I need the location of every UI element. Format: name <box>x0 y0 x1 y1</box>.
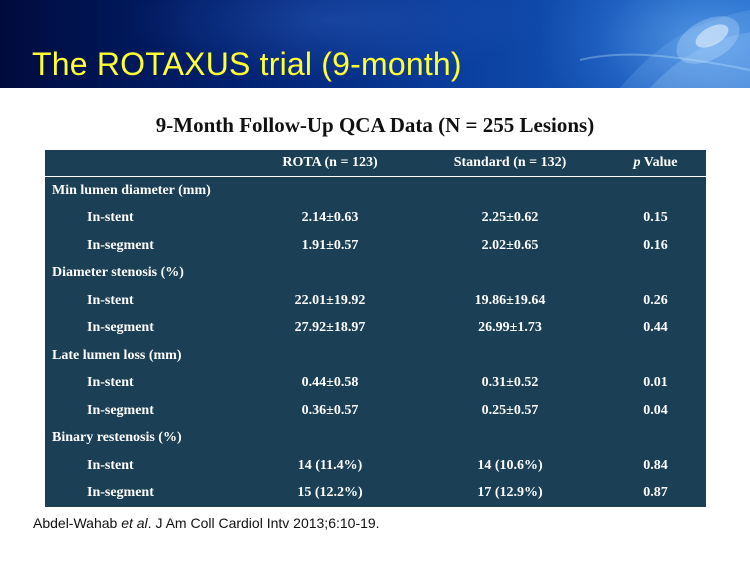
header-rota: ROTA (n = 123) <box>245 150 415 177</box>
header-p-rest: Value <box>640 155 678 170</box>
table-row: In-segment 0.36±0.57 0.25±0.57 0.04 <box>45 397 706 424</box>
group-row: Diameter stenosis (%) <box>45 259 706 286</box>
group-label: Min lumen diameter (mm) <box>52 182 211 198</box>
table-row: In-stent 22.01±19.92 19.86±19.64 0.26 <box>45 287 706 314</box>
header-label <box>45 150 245 177</box>
table-row: In-segment 15 (12.2%) 17 (12.9%) 0.87 <box>45 479 706 507</box>
table-row: In-stent 0.44±0.58 0.31±0.52 0.01 <box>45 369 706 396</box>
citation-etal: et al <box>121 515 148 531</box>
p-value: 0.01 <box>643 375 668 391</box>
row-label: In-segment <box>87 485 154 501</box>
row-label: In-stent <box>87 292 134 308</box>
rota-value: 27.92±18.97 <box>294 320 366 336</box>
p-value: 0.44 <box>643 320 668 336</box>
slide-title: The ROTAXUS trial (9-month) <box>32 46 462 82</box>
row-label: In-stent <box>87 457 134 473</box>
qca-data-table: ROTA (n = 123) Standard (n = 132) p Valu… <box>45 150 706 507</box>
row-label: In-stent <box>87 375 134 391</box>
row-label: In-stent <box>87 210 134 226</box>
header-p-value: p Value <box>605 150 706 177</box>
header-p-italic: p <box>633 155 641 170</box>
table-row: In-segment 1.91±0.57 2.02±0.65 0.16 <box>45 232 706 259</box>
group-row: Binary restenosis (%) <box>45 424 706 451</box>
standard-value: 0.31±0.52 <box>481 375 539 391</box>
row-label: In-segment <box>87 320 154 336</box>
rota-value: 2.14±0.63 <box>301 210 359 226</box>
rota-value: 1.91±0.57 <box>301 237 359 253</box>
p-value: 0.04 <box>643 402 668 418</box>
group-row: Min lumen diameter (mm) <box>45 177 706 205</box>
header-standard: Standard (n = 132) <box>415 150 605 177</box>
table-row: In-stent 14 (11.4%) 14 (10.6%) 0.84 <box>45 452 706 479</box>
p-value: 0.15 <box>643 210 668 226</box>
standard-value: 2.25±0.62 <box>481 210 539 226</box>
rota-value: 14 (11.4%) <box>297 457 363 473</box>
standard-value: 17 (12.9%) <box>477 485 543 501</box>
row-label: In-segment <box>87 237 154 253</box>
group-row: Late lumen loss (mm) <box>45 342 706 369</box>
standard-value: 14 (10.6%) <box>477 457 543 473</box>
table-row: In-stent 2.14±0.63 2.25±0.62 0.15 <box>45 205 706 232</box>
citation-rest: . J Am Coll Cardiol Intv 2013;6:10-19. <box>147 515 380 531</box>
group-label: Diameter stenosis (%) <box>52 265 184 281</box>
rota-value: 22.01±19.92 <box>294 292 366 308</box>
decorative-swoosh <box>580 10 750 88</box>
standard-value: 2.02±0.65 <box>481 237 539 253</box>
table-header-row: ROTA (n = 123) Standard (n = 132) p Valu… <box>45 150 706 177</box>
standard-value: 0.25±0.57 <box>481 402 539 418</box>
rota-value: 15 (12.2%) <box>297 485 363 501</box>
p-value: 0.26 <box>643 292 668 308</box>
table-title: 9-Month Follow-Up QCA Data (N = 255 Lesi… <box>155 113 595 137</box>
p-value: 0.87 <box>643 485 668 501</box>
rota-value: 0.44±0.58 <box>301 375 359 391</box>
header-banner: The ROTAXUS trial (9-month) <box>0 0 750 88</box>
p-value: 0.16 <box>643 237 668 253</box>
citation-authors: Abdel-Wahab <box>33 515 122 531</box>
standard-value: 19.86±19.64 <box>474 292 546 308</box>
group-label: Late lumen loss (mm) <box>52 347 182 363</box>
table-row: In-segment 27.92±18.97 26.99±1.73 0.44 <box>45 314 706 341</box>
citation: Abdel-Wahab et al. J Am Coll Cardiol Int… <box>33 515 380 531</box>
row-label: In-segment <box>87 402 154 418</box>
standard-value: 26.99±1.73 <box>478 320 542 336</box>
p-value: 0.84 <box>643 457 668 473</box>
rota-value: 0.36±0.57 <box>301 402 359 418</box>
group-label: Binary restenosis (%) <box>52 430 182 446</box>
